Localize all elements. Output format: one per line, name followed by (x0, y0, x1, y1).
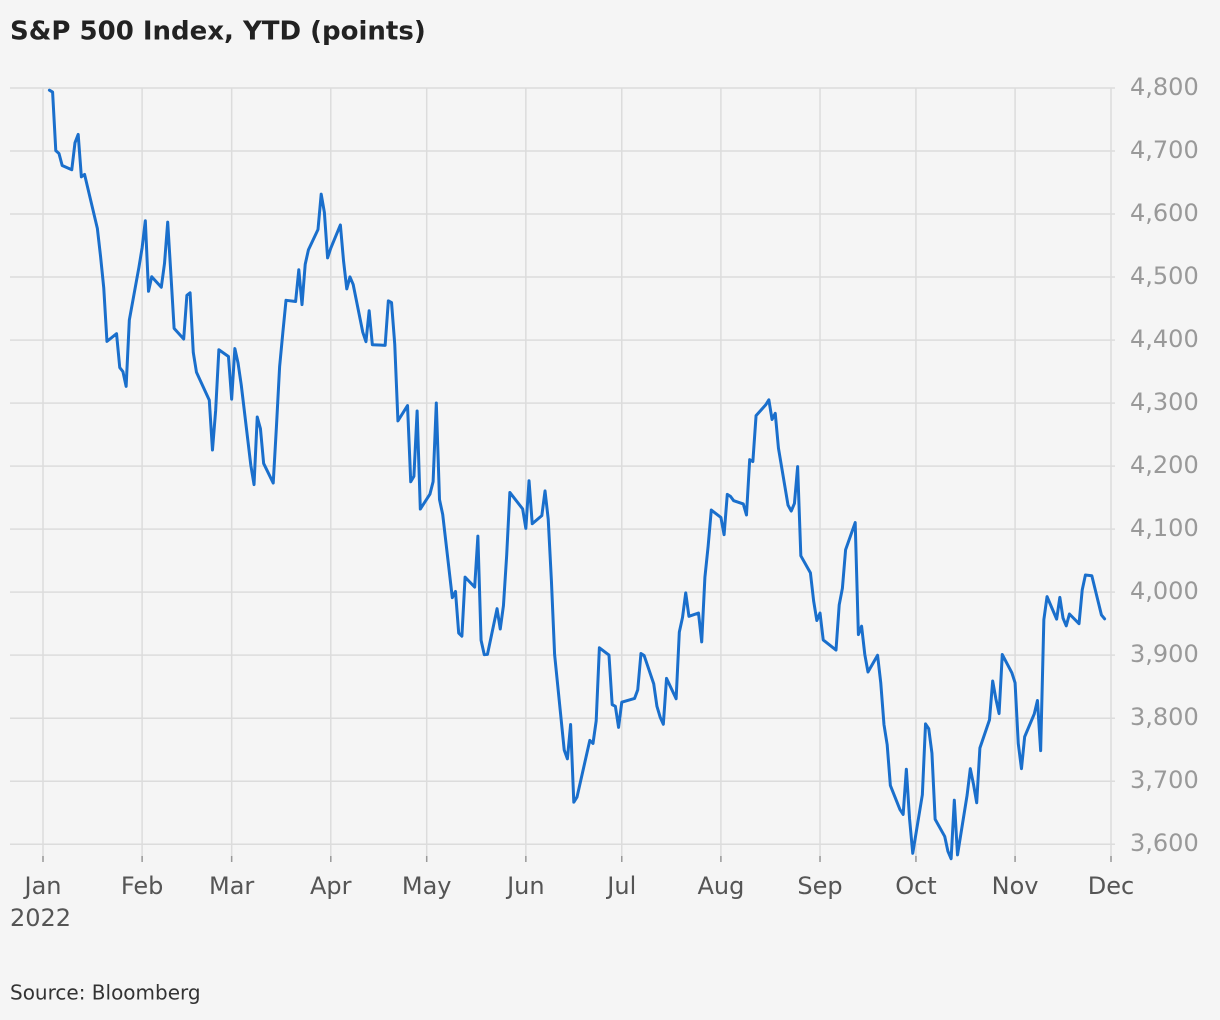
x-tick-label: Sep (797, 872, 842, 900)
chart-title: S&P 500 Index, YTD (points) (10, 17, 426, 47)
y-tick-label: 4,500 (1130, 262, 1199, 290)
y-tick-label: 3,800 (1130, 703, 1199, 731)
y-tick-label: 4,200 (1130, 451, 1199, 479)
x-tick-label: Dec (1088, 872, 1134, 900)
y-tick-label: 4,800 (1130, 73, 1199, 101)
x-tick-label: Oct (895, 872, 937, 900)
y-tick-label: 3,600 (1130, 829, 1199, 857)
source: Source: Bloomberg (10, 981, 201, 1005)
y-tick-label: 3,700 (1130, 766, 1199, 794)
x-tick-label: Feb (121, 872, 164, 900)
y-tick-label: 3,900 (1130, 640, 1199, 668)
y-tick-label: 4,400 (1130, 325, 1199, 353)
x-tick-label: Aug (697, 872, 744, 900)
y-tick-label: 4,600 (1130, 199, 1199, 227)
x-tick-label: May (402, 872, 452, 900)
x-axis-label: 2022 (10, 904, 71, 932)
y-tick-label: 4,100 (1130, 514, 1199, 542)
x-tick-label: Apr (310, 872, 352, 900)
line-series (47, 88, 1107, 861)
y-tick-label: 4,000 (1130, 577, 1199, 605)
x-tick-label: Jun (505, 872, 545, 900)
x-tick-label: Jul (605, 872, 636, 900)
x-tick-label: Jan (23, 872, 62, 900)
y-tick-label: 4,300 (1130, 388, 1199, 416)
y-tick-label: 4,700 (1130, 136, 1199, 164)
x-tick-label: Nov (992, 872, 1039, 900)
x-tick-label: Mar (209, 872, 254, 900)
